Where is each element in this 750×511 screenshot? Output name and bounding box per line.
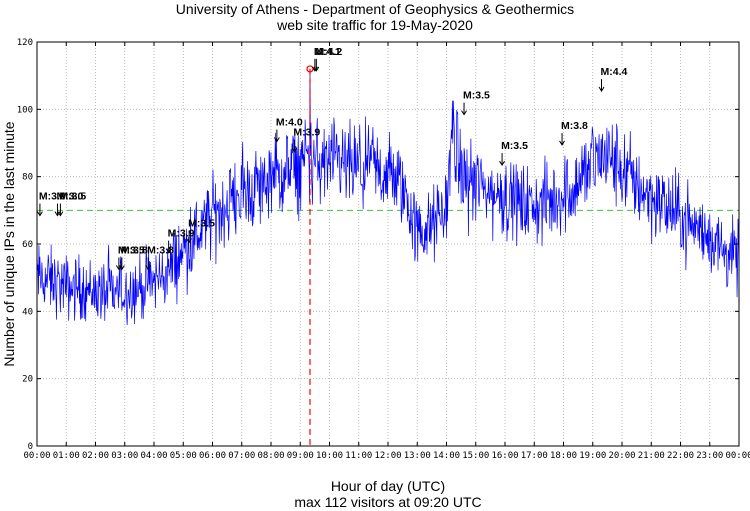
- x-tick-label: 14:00: [433, 451, 460, 461]
- x-tick-label: 20:00: [608, 451, 635, 461]
- x-tick-label: 02:00: [82, 451, 109, 461]
- y-tick-label: 0: [28, 442, 33, 452]
- annotation-label: M:3.8: [121, 244, 148, 256]
- annotation-arrowhead: [313, 66, 320, 72]
- annotation-label: M:3.9: [293, 127, 320, 139]
- annotation-label: M:3.5: [59, 191, 86, 203]
- x-tick-label: 22:00: [667, 451, 694, 461]
- annotation-arrowhead: [461, 110, 467, 116]
- annotation-label: M:3.0: [39, 191, 66, 203]
- x-tick-label: 11:00: [345, 451, 372, 461]
- annotation-label: M:3.8: [147, 244, 174, 256]
- y-tick-label: 120: [17, 38, 33, 48]
- annotation-layer: M:3.0M:3.0M:3.5M:3.5M:3.8 M:3.8M:3.9M:3.5…: [37, 46, 628, 271]
- annotation-arrowhead: [291, 147, 298, 153]
- y-tick-label: 40: [22, 307, 33, 317]
- x-tick-label: 00:00: [725, 451, 750, 461]
- annotation-label: M:4.0: [276, 117, 303, 129]
- traffic-line: [36, 68, 740, 326]
- x-tick-label: 12:00: [374, 451, 401, 461]
- grid: [37, 42, 739, 446]
- x-ticks: 00:00 01:00 02:00 03:00 04:00 05:00 06:00 07:00…: [23, 42, 750, 461]
- x-tick-label: 09:00: [287, 451, 314, 461]
- annotation-arrowhead: [559, 140, 565, 146]
- x-tick-label: 17:00: [521, 451, 548, 461]
- annotation-arrowhead: [118, 265, 125, 271]
- x-tick-label: 18:00: [550, 451, 577, 461]
- x-axis-label: Hour of day (UTC): [331, 478, 445, 494]
- annotation-arrowhead: [499, 160, 505, 167]
- annotation-arrowhead: [37, 211, 43, 217]
- annotation-arrowhead: [598, 86, 605, 92]
- annotation-label: M:4.1: [314, 46, 341, 58]
- x-tick-label: 03:00: [111, 451, 138, 461]
- x-tick-label: 19:00: [579, 451, 606, 461]
- x-tick-label: 15:00: [462, 451, 489, 461]
- y-tick-label: 80: [22, 173, 33, 183]
- annotation-label: M:4.2: [315, 46, 342, 58]
- y-ticks: 0 20 40 60 80 100 120: [17, 38, 739, 452]
- annotation-label: M:3.0: [56, 191, 83, 203]
- max-marker-layer: [306, 65, 314, 446]
- annotation-arrowhead: [57, 211, 64, 217]
- x-tick-label: 01:00: [53, 451, 80, 461]
- max-visitors-caption: max 112 visitors at 09:20 UTC: [294, 494, 481, 510]
- annotation-label: M:3.5: [463, 90, 490, 102]
- x-tick-label: 07:00: [228, 451, 255, 461]
- x-tick-label: 23:00: [696, 451, 723, 461]
- annotation-label: M:3.5: [188, 218, 215, 230]
- annotation-arrowhead: [145, 265, 152, 271]
- x-tick-label: 06:00: [199, 451, 226, 461]
- chart-subtitle: web site traffic for 19-May-2020: [276, 17, 473, 33]
- x-tick-label: 08:00: [257, 451, 284, 461]
- y-axis-label: Number of unique IPs in the last minute: [1, 121, 17, 366]
- chart-title: University of Athens - Department of Geo…: [176, 1, 574, 17]
- annotation-label: M:3.8: [561, 120, 588, 132]
- annotation-arrowhead: [186, 238, 193, 244]
- x-tick-label: 04:00: [140, 451, 167, 461]
- annotation-arrowhead: [165, 248, 172, 254]
- y-tick-label: 60: [22, 240, 33, 250]
- annotation-label: M:3.5: [118, 244, 145, 256]
- series-layer: [36, 68, 740, 326]
- x-tick-label: 21:00: [638, 451, 665, 461]
- x-tick-label: 13:00: [404, 451, 431, 461]
- max-marker-point: [306, 65, 314, 73]
- x-tick-label: 16:00: [491, 451, 518, 461]
- x-tick-label: 10:00: [316, 451, 343, 461]
- y-tick-label: 100: [17, 105, 33, 115]
- x-tick-label: 05:00: [170, 451, 197, 461]
- annotation-label: M:4.4: [601, 66, 628, 78]
- x-tick-label: 00:00: [23, 451, 50, 461]
- y-tick-label: 20: [22, 375, 33, 385]
- annotation-label: M:3.5: [501, 140, 528, 152]
- annotation-label: M:3.9: [168, 228, 195, 240]
- annotation-arrowhead: [273, 137, 280, 143]
